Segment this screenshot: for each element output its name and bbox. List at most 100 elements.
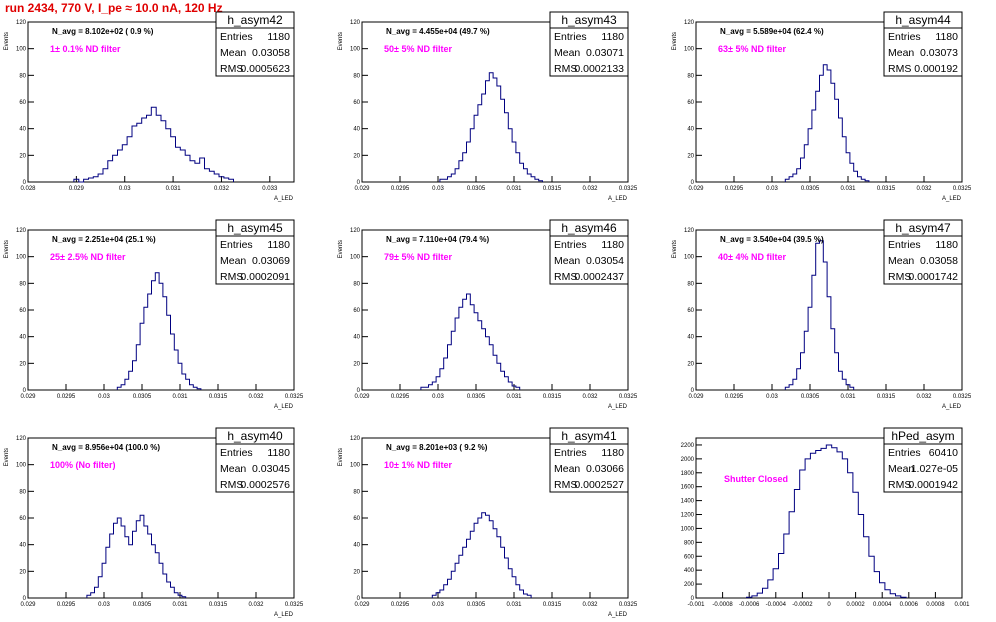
y-tick-label: 0: [357, 596, 361, 602]
navg-label: N_avg = 5.589e+04 (62.4 %): [720, 27, 824, 36]
stats-label: RMS: [220, 479, 243, 491]
stats-label: RMS: [888, 271, 911, 283]
x-axis-label: A_LED: [608, 612, 628, 618]
histogram-panel-h_asym46: 0 20 40 60 80 100 120 0.029 0.0295 0.03 0.0305 0.03…: [338, 219, 638, 410]
histogram-panel-h_asym45: 0 20 40 60 80 100 120 0.029 0.0295 0.03 0.0305 0.03…: [4, 219, 304, 410]
y-tick-label: 0: [357, 388, 361, 394]
stats-hist-name: hPed_asym: [891, 429, 954, 443]
y-tick-label: 120: [350, 228, 361, 234]
y-tick-label: 80: [353, 281, 360, 287]
x-tick-label: 0.029: [20, 602, 36, 608]
y-tick-label: 2000: [681, 457, 695, 463]
x-tick-label: 0.0295: [57, 602, 76, 608]
stats-label: Entries: [888, 447, 921, 459]
y-tick-label: 20: [19, 569, 26, 575]
y-axis-label: Events: [4, 448, 10, 466]
stats-hist-name: h_asym41: [561, 429, 617, 443]
stats-value: 1180: [601, 447, 624, 459]
x-tick-label: 0.0004: [873, 602, 892, 608]
x-tick-label: -0.001: [687, 602, 705, 608]
x-tick-label: -0.0006: [739, 602, 760, 608]
stats-label: Mean: [888, 47, 914, 59]
navg-label: N_avg = 3.540e+04 (39.5 %): [720, 235, 824, 244]
histogram-line: [784, 240, 855, 390]
stats-value: 1180: [601, 31, 624, 43]
stats-label: Entries: [554, 447, 587, 459]
stats-box: [215, 427, 295, 493]
x-tick-label: 0.0295: [57, 394, 76, 400]
stats-label: RMS: [220, 63, 243, 75]
histogram-panel-h_asym40: 0 20 40 60 80 100 120 0.029 0.0295 0.03 0.0305 0.03…: [4, 427, 304, 618]
x-tick-label: 0.0315: [877, 394, 896, 400]
stats-label: Mean: [888, 255, 914, 267]
x-axis-label: A_LED: [274, 196, 294, 202]
stats-hist-name: h_asym40: [227, 429, 283, 443]
stats-value: 0.0005623: [240, 63, 290, 75]
stats-label: Entries: [554, 31, 587, 43]
y-tick-label: 1800: [681, 471, 695, 477]
x-tick-label: 0.0305: [801, 186, 820, 192]
x-tick-label: 0.032: [582, 394, 598, 400]
x-tick-label: 0.0325: [285, 602, 304, 608]
x-tick-label: 0.0295: [391, 394, 410, 400]
histogram-line: [439, 72, 543, 182]
x-tick-label: 0.0315: [543, 394, 562, 400]
x-tick-label: 0: [827, 602, 831, 608]
y-tick-label: 80: [353, 489, 360, 495]
x-tick-label: 0.0008: [926, 602, 945, 608]
stats-label: Mean: [554, 463, 580, 475]
y-tick-label: 1400: [681, 499, 695, 505]
stats-label: Mean: [554, 47, 580, 59]
stats-label: RMS: [554, 63, 577, 75]
stats-value: 1180: [267, 239, 290, 251]
y-tick-label: 80: [19, 281, 26, 287]
y-tick-label: 0: [23, 596, 27, 602]
stats-box: [549, 11, 629, 77]
stats-hist-name: h_asym42: [227, 13, 283, 27]
stats-box: [549, 427, 629, 493]
stats-value: 0.03058: [252, 47, 290, 59]
y-tick-label: 1600: [681, 485, 695, 491]
stats-label: Entries: [888, 31, 921, 43]
y-axis-label: Events: [4, 240, 10, 258]
x-tick-label: 0.0315: [209, 394, 228, 400]
y-tick-label: 40: [687, 127, 694, 133]
x-tick-label: 0.03: [432, 186, 444, 192]
navg-label: N_avg = 2.251e+04 (25.1 %): [52, 235, 156, 244]
x-tick-label: 0.028: [20, 186, 36, 192]
x-tick-label: 0.032: [916, 186, 932, 192]
histogram-line: [86, 514, 187, 598]
x-tick-label: 0.0315: [543, 186, 562, 192]
histogram-line: [746, 444, 907, 598]
x-tick-label: 0.0315: [209, 602, 228, 608]
y-tick-label: 1200: [681, 513, 695, 519]
stats-label: RMS: [220, 271, 243, 283]
x-tick-label: 0.032: [582, 602, 598, 608]
stats-value: 1180: [267, 31, 290, 43]
stats-value: 0.03054: [586, 255, 624, 267]
y-tick-label: 120: [16, 20, 27, 26]
x-tick-label: 0.03: [119, 186, 131, 192]
y-tick-label: 600: [684, 554, 695, 560]
y-tick-label: 60: [353, 308, 360, 314]
navg-label: N_avg = 8.102e+02 ( 0.9 %): [52, 27, 154, 36]
x-tick-label: 0.031: [840, 186, 856, 192]
y-tick-label: 80: [353, 73, 360, 79]
y-tick-label: 60: [353, 516, 360, 522]
x-tick-label: 0.0295: [391, 186, 410, 192]
stats-box: [549, 219, 629, 285]
stats-value: 0.03073: [920, 47, 958, 59]
y-axis-label: Events: [338, 32, 344, 50]
y-tick-label: 120: [16, 436, 27, 442]
stats-value: 0.0001742: [908, 271, 958, 283]
x-tick-label: 0.0305: [467, 602, 486, 608]
x-tick-label: 0.029: [354, 186, 370, 192]
y-tick-label: 2200: [681, 443, 695, 449]
filter-annotation: Shutter Closed: [724, 474, 788, 484]
y-tick-label: 800: [684, 540, 695, 546]
y-tick-label: 0: [691, 596, 695, 602]
stats-value: 0.000192: [914, 63, 958, 75]
stats-value: 0.0002527: [574, 479, 624, 491]
x-tick-label: 0.031: [166, 186, 182, 192]
stats-label: Mean: [220, 47, 246, 59]
